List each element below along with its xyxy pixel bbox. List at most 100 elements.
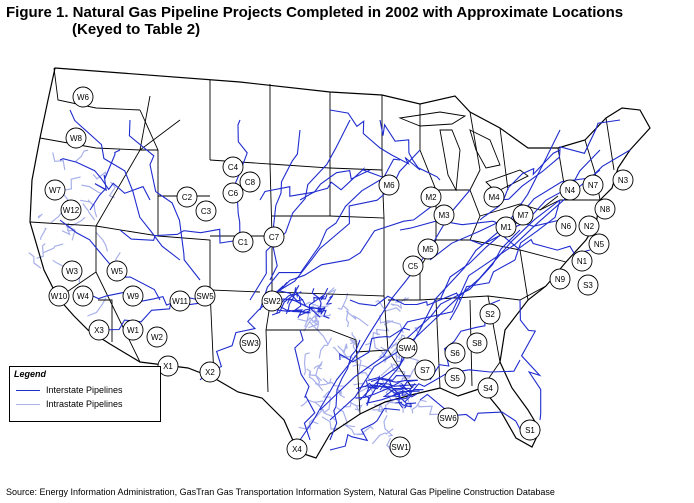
- intrastate-ca-9: [74, 149, 89, 163]
- legend: Legend Interstate Pipelines Intrastate P…: [9, 366, 161, 422]
- marker-n2: N2: [578, 215, 600, 237]
- marker-label: N2: [584, 222, 595, 231]
- interstate-line-7: [259, 179, 381, 311]
- legend-label-interstate: Interstate Pipelines: [46, 385, 123, 395]
- title-line-1: Figure 1. Natural Gas Pipeline Projects …: [6, 4, 624, 21]
- marker-label: C1: [238, 238, 249, 247]
- interstate-cluster-34: [276, 282, 288, 293]
- state-border-16: [266, 329, 361, 415]
- intrastate-ca-17: [80, 199, 96, 208]
- intrastate-line-38: [380, 376, 393, 403]
- interstate-cluster-4: [320, 296, 326, 301]
- state-border-6: [139, 95, 151, 151]
- marker-label: M7: [517, 211, 529, 220]
- interstate-line-34: [329, 407, 401, 451]
- marker-label: C5: [408, 262, 419, 271]
- state-border-40: [98, 299, 113, 342]
- marker-sw3: SW3: [239, 332, 261, 354]
- intrastate-line-49: [411, 399, 427, 414]
- interstate-line-11: [99, 289, 211, 331]
- marker-s1: S1: [519, 419, 541, 441]
- marker-w5: W5: [106, 260, 128, 282]
- marker-n5: N5: [588, 233, 610, 255]
- marker-label: C3: [201, 207, 212, 216]
- marker-m3: M3: [433, 204, 455, 226]
- state-border-29: [419, 285, 547, 301]
- state-border-27: [499, 127, 509, 191]
- intrastate-line-39: [375, 320, 394, 336]
- interstate-cluster-36: [313, 294, 328, 303]
- title-line-2: (Keyed to Table 2): [72, 21, 201, 38]
- figure-title: Figure 1. Natural Gas Pipeline Projects …: [6, 4, 623, 38]
- marker-n8: N8: [594, 198, 616, 220]
- intrastate-line-12: [303, 305, 325, 332]
- state-border-30: [435, 299, 441, 389]
- marker-label: M2: [425, 193, 437, 202]
- marker-w3: W3: [61, 260, 83, 282]
- intrastate-line-59: [365, 331, 381, 346]
- marker-label: M6: [383, 181, 395, 190]
- marker-label: N7: [588, 181, 599, 190]
- marker-label: S4: [483, 384, 493, 393]
- intrastate-line-5: [380, 359, 406, 377]
- interstate-line-18: [294, 329, 316, 441]
- marker-sw1: SW1: [389, 436, 411, 458]
- intrastate-ca-13: [95, 231, 108, 252]
- marker-label: W2: [151, 333, 164, 342]
- intrastate-ca-14: [66, 216, 86, 229]
- marker-label: C7: [269, 233, 280, 242]
- interstate-line-32: [349, 292, 461, 307]
- marker-c1: C1: [232, 231, 254, 253]
- marker-label: M1: [500, 223, 512, 232]
- interstate-cluster-12: [271, 291, 302, 316]
- marker-label: SW3: [241, 339, 259, 348]
- intrastate-line-11: [379, 315, 404, 334]
- interstate-line-13: [69, 109, 181, 261]
- marker-label: X1: [163, 362, 173, 371]
- interstate-line-15: [119, 228, 241, 244]
- marker-n4: N4: [559, 179, 581, 201]
- interstate-cluster-28: [298, 287, 329, 317]
- marker-s4: S4: [477, 377, 499, 399]
- intrastate-line-68: [300, 399, 324, 407]
- interstate-cluster-25: [391, 390, 418, 398]
- intrastate-ca-24: [28, 252, 42, 269]
- interstate-line-35: [449, 199, 561, 321]
- marker-c3: C3: [195, 200, 217, 222]
- intrastate-line-45: [390, 303, 402, 310]
- marker-label: X2: [205, 368, 215, 377]
- intrastate-line-67: [306, 368, 323, 382]
- state-border-39: [139, 109, 159, 151]
- marker-w1: W1: [122, 319, 144, 341]
- interstate-line-31: [299, 158, 401, 201]
- interstate-line-36: [519, 299, 542, 421]
- marker-c8: C8: [239, 171, 261, 193]
- marker-c5: C5: [402, 255, 424, 277]
- marker-label: X4: [292, 445, 302, 454]
- interstate-cluster-22: [325, 294, 334, 305]
- marker-sw4: SW4: [396, 337, 418, 359]
- legend-label-intrastate: Intrastate Pipelines: [46, 399, 123, 409]
- interstate-line-27: [479, 149, 561, 221]
- intrastate-ca-3: [61, 176, 81, 192]
- intrastate-line-15: [337, 388, 346, 399]
- marker-label: C6: [228, 189, 239, 198]
- interstate-cluster-21: [399, 385, 424, 392]
- interstate-cluster-7: [367, 375, 411, 381]
- state-border-38: [53, 67, 141, 111]
- interstate-line-37: [259, 169, 371, 201]
- marker-label: W9: [127, 292, 140, 301]
- intrastate-line-23: [351, 332, 357, 352]
- interstate-cluster-9: [371, 384, 401, 397]
- intrastate-line-50: [322, 390, 332, 414]
- interstate-line-30: [329, 109, 421, 171]
- marker-label: S1: [525, 426, 535, 435]
- marker-x3: X3: [88, 319, 110, 341]
- interstate-line-39: [89, 149, 121, 211]
- marker-sw2: SW2: [261, 290, 283, 312]
- interstate-cluster-17: [367, 375, 380, 403]
- legend-item-interstate: Interstate Pipelines: [16, 385, 123, 395]
- marker-label: C4: [228, 163, 239, 172]
- marker-s2: S2: [479, 303, 501, 325]
- interstate-cluster-38: [277, 289, 321, 318]
